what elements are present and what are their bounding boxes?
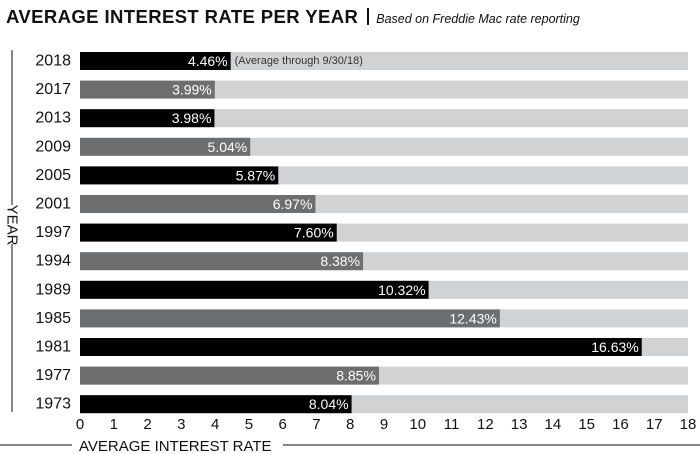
x-tick-label-14: 14 bbox=[545, 416, 562, 433]
x-tick-label-0: 0 bbox=[76, 416, 84, 433]
category-label-2005: 2005 bbox=[35, 167, 71, 184]
x-tick-label-11: 11 bbox=[444, 416, 460, 433]
x-tick-label-17: 17 bbox=[646, 416, 663, 433]
value-label-1997: 7.60% bbox=[294, 225, 334, 241]
x-tick-label-18: 18 bbox=[680, 416, 697, 433]
bar-1985 bbox=[80, 309, 500, 328]
bar-1997 bbox=[80, 223, 337, 242]
x-tick-label-5: 5 bbox=[245, 416, 253, 433]
category-label-2017: 2017 bbox=[35, 81, 71, 98]
x-tick-label-6: 6 bbox=[278, 416, 286, 433]
value-label-1981: 16.63% bbox=[591, 339, 638, 355]
x-tick-label-1: 1 bbox=[110, 416, 118, 433]
x-tick-label-8: 8 bbox=[346, 416, 354, 433]
bar-2017 bbox=[80, 80, 215, 99]
annotations: (Average through 9/30/18) bbox=[235, 55, 363, 67]
x-tick-label-16: 16 bbox=[612, 416, 629, 433]
category-label-2009: 2009 bbox=[35, 138, 71, 155]
x-tick-label-15: 15 bbox=[578, 416, 595, 433]
value-label-1994: 8.38% bbox=[320, 253, 360, 269]
bar-1977 bbox=[80, 366, 379, 385]
x-tick-label-7: 7 bbox=[312, 416, 320, 433]
title-row: AVERAGE INTEREST RATE PER YEAR Based on F… bbox=[6, 6, 580, 32]
value-label-1985: 12.43% bbox=[449, 310, 496, 326]
x-tick-label-10: 10 bbox=[409, 416, 426, 433]
bars bbox=[80, 52, 642, 414]
value-labels: 4.46% 3.99% 3.98% 5.04% 5.87% 6.97% 7.60% 8.38%… bbox=[172, 53, 639, 412]
x-tick-label-3: 3 bbox=[177, 416, 185, 433]
category-label-1985: 1985 bbox=[35, 310, 71, 327]
value-label-2001: 6.97% bbox=[273, 196, 313, 212]
value-label-2009: 5.04% bbox=[208, 139, 248, 155]
category-label-2001: 2001 bbox=[35, 196, 71, 213]
title-separator bbox=[367, 8, 370, 25]
value-label-1973: 8.04% bbox=[309, 396, 349, 412]
bar-1981 bbox=[80, 338, 642, 356]
value-label-2018: 4.46% bbox=[188, 53, 228, 69]
bar-track-2013 bbox=[80, 109, 688, 128]
bar-1973 bbox=[80, 395, 352, 414]
x-tick-label-2: 2 bbox=[143, 416, 151, 433]
category-label-1977: 1977 bbox=[35, 367, 71, 384]
x-tick-label-13: 13 bbox=[511, 416, 528, 433]
category-label-1997: 1997 bbox=[35, 224, 71, 241]
x-tick-label-4: 4 bbox=[211, 416, 219, 433]
bar-2018 bbox=[80, 52, 231, 70]
category-label-2018: 2018 bbox=[35, 53, 71, 70]
category-labels: 2018 2017 2013 2009 2005 2001 1997 1994 1989 1985… bbox=[35, 53, 71, 413]
bar-1989 bbox=[80, 280, 429, 299]
category-label-1994: 1994 bbox=[35, 253, 71, 270]
bar-track-2017 bbox=[80, 80, 688, 99]
bar-1994 bbox=[80, 252, 364, 271]
category-label-1989: 1989 bbox=[35, 281, 71, 298]
annotation-2018: (Average through 9/30/18) bbox=[235, 55, 363, 67]
x-tick-label-9: 9 bbox=[380, 416, 388, 433]
bar-2005 bbox=[80, 166, 279, 185]
value-label-1989: 10.32% bbox=[378, 282, 425, 298]
category-label-2013: 2013 bbox=[35, 110, 71, 127]
bar-track-2018 bbox=[80, 52, 688, 70]
bar-2001 bbox=[80, 195, 316, 213]
value-label-2017: 3.99% bbox=[172, 82, 212, 98]
category-label-1973: 1973 bbox=[35, 396, 71, 413]
x-tick-label-12: 12 bbox=[477, 416, 494, 433]
axis-decorations: YEAR AVERAGE INTEREST RATE bbox=[0, 50, 700, 454]
category-label-1981: 1981 bbox=[35, 339, 71, 356]
chart-subtitle: Based on Freddie Mac rate reporting bbox=[376, 12, 580, 26]
y-axis-label: YEAR bbox=[4, 205, 21, 246]
x-tick-labels: 0 1 2 3 4 5 6 7 8 9 10 11 12 13 14 15 16 17 18 bbox=[76, 416, 697, 433]
x-axis-label: AVERAGE INTEREST RATE bbox=[79, 438, 272, 454]
bar-2013 bbox=[80, 109, 215, 128]
value-label-2005: 5.87% bbox=[236, 167, 276, 183]
value-label-1977: 8.85% bbox=[336, 368, 376, 384]
chart-title: AVERAGE INTEREST RATE PER YEAR bbox=[6, 6, 359, 27]
value-label-2013: 3.98% bbox=[172, 110, 212, 126]
bar-2009 bbox=[80, 137, 251, 156]
